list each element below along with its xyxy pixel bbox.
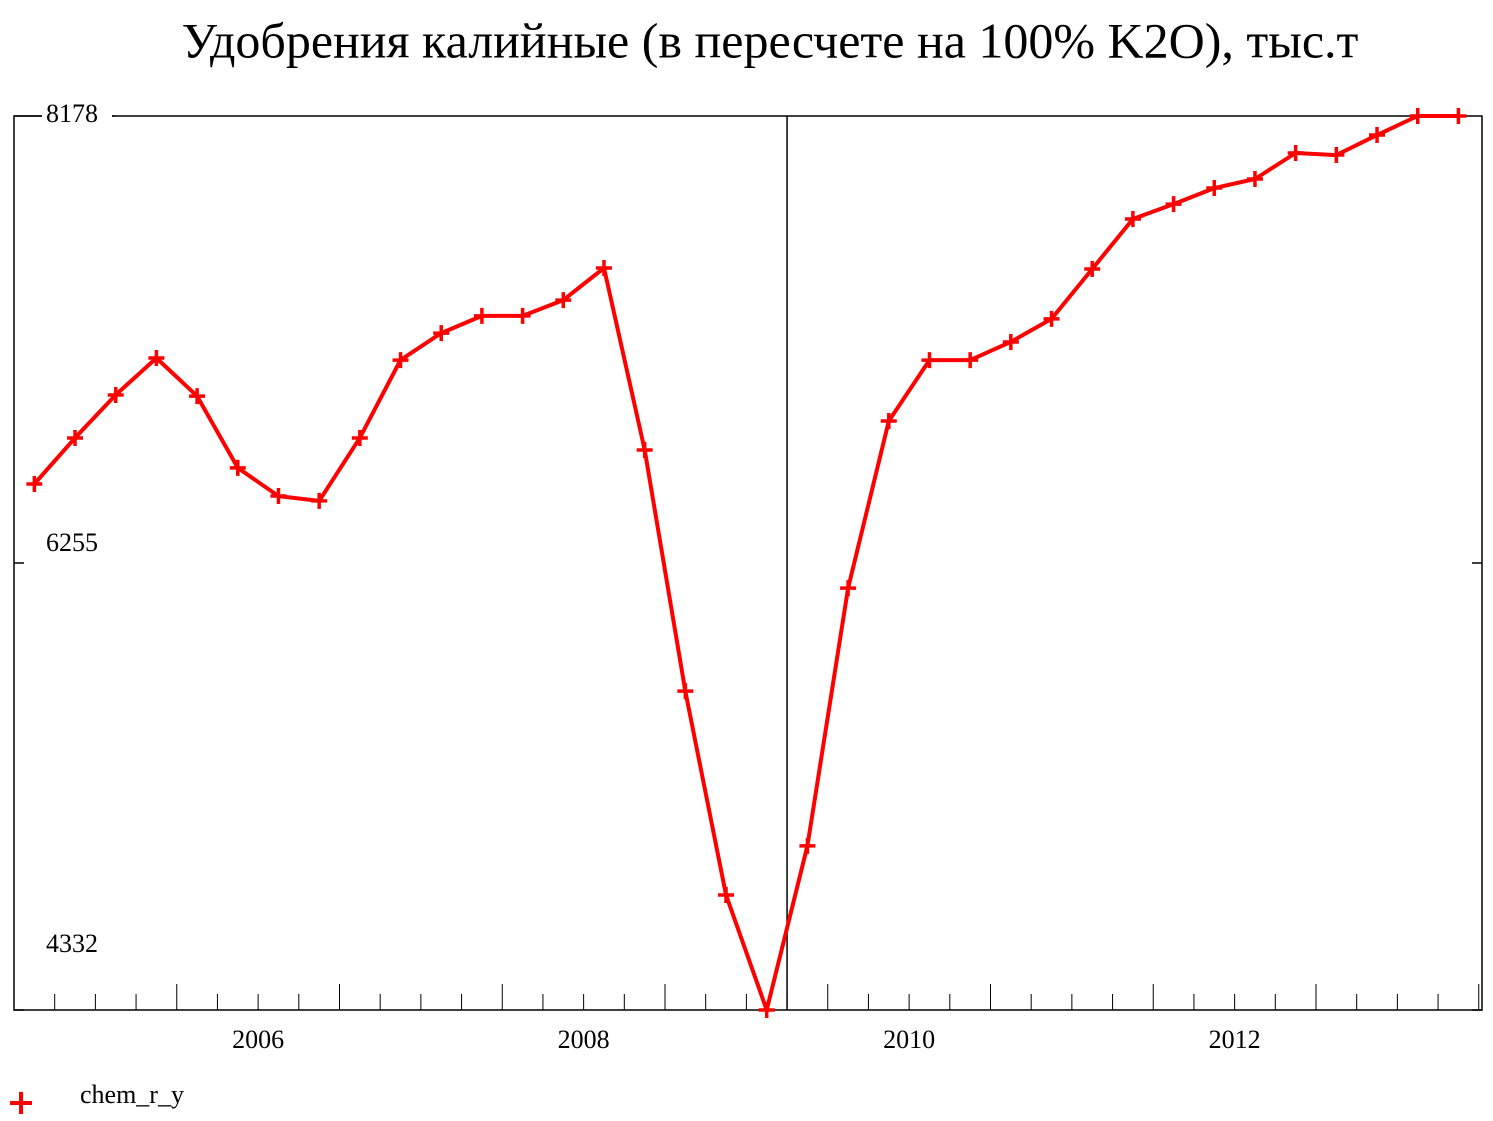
point-marker: [718, 886, 735, 903]
point-marker: [677, 683, 694, 700]
point-marker: [433, 325, 450, 342]
y-tick-label: 4332: [46, 929, 98, 958]
point-marker: [1124, 210, 1141, 227]
point-marker: [1002, 333, 1019, 350]
point-marker: [1246, 170, 1263, 187]
x-tick-label: 2008: [558, 1025, 610, 1054]
label-bg: [42, 102, 112, 130]
point-marker: [840, 580, 857, 597]
point-marker: [67, 429, 84, 446]
point-marker: [1328, 147, 1345, 164]
point-marker: [636, 442, 653, 459]
point-marker: [392, 352, 409, 369]
point-marker: [555, 292, 572, 309]
point-marker: [1450, 108, 1467, 124]
point-marker: [1043, 310, 1060, 327]
x-tick-label: 2012: [1209, 1025, 1261, 1054]
point-marker: [799, 837, 816, 854]
point-marker: [758, 1002, 775, 1018]
point-marker: [26, 475, 43, 492]
y-tick-label: 8178: [46, 99, 98, 128]
chart-title: Удобрения калийные (в пересчете на 100% …: [182, 12, 1359, 68]
point-marker: [962, 352, 979, 369]
legend-label: chem_r_y: [80, 1080, 184, 1109]
point-marker: [229, 459, 246, 476]
point-marker: [107, 386, 124, 403]
point-marker: [1409, 108, 1426, 124]
point-marker: [1165, 196, 1182, 213]
point-marker: [880, 412, 897, 429]
x-tick-label: 2006: [232, 1025, 284, 1054]
series-line: [32, 114, 1459, 1012]
point-marker: [189, 388, 206, 405]
point-marker: [921, 352, 938, 369]
y-tick-label: 6255: [46, 528, 98, 557]
point-marker: [1206, 180, 1223, 197]
legend-marker: [10, 1092, 32, 1114]
point-marker: [148, 349, 165, 366]
point-marker: [311, 492, 328, 509]
point-marker: [514, 307, 531, 324]
point-marker: [270, 488, 287, 505]
x-tick-label: 2010: [883, 1025, 935, 1054]
point-marker: [595, 260, 612, 277]
point-marker: [473, 307, 490, 324]
point-marker: [351, 429, 368, 446]
point-marker: [1084, 260, 1101, 277]
point-marker: [1287, 144, 1304, 161]
point-marker: [1369, 127, 1386, 144]
plot-frame: [13, 115, 1483, 1011]
